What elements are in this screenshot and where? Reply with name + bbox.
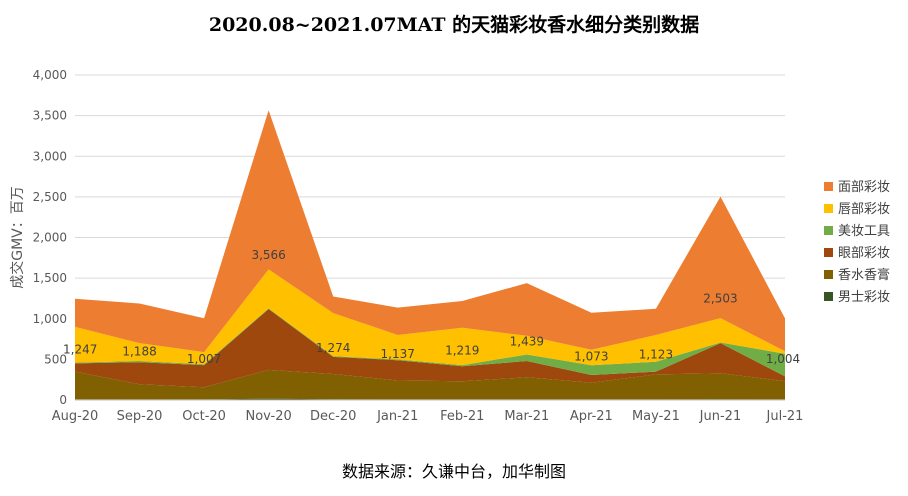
data-label-total: 1,188 (122, 345, 156, 359)
y-tick-label: 1,500 (33, 271, 67, 285)
legend-swatch (824, 182, 833, 191)
x-tick-label: May-21 (632, 409, 680, 424)
data-label-total: 1,274 (316, 341, 350, 355)
x-tick-label: Apr-21 (570, 409, 613, 424)
data-label-total: 1,007 (187, 352, 221, 366)
legend-swatch (824, 226, 833, 235)
x-tick-label: Mar-21 (504, 409, 549, 424)
data-label-total: 1,219 (445, 343, 479, 357)
legend-label: 面部彩妆 (838, 180, 890, 195)
x-tick-label: Aug-20 (52, 409, 99, 424)
y-tick-label: 1,000 (33, 312, 67, 326)
x-tick-label: Jul-21 (766, 409, 804, 424)
legend-label: 香水香膏 (838, 267, 890, 283)
area-series-美妆工具 (75, 308, 785, 377)
data-label-total: 1,123 (639, 347, 673, 361)
legend-swatch (824, 248, 833, 257)
data-label-total: 1,247 (63, 342, 97, 356)
data-label-total: 1,004 (766, 352, 800, 366)
legend-swatch (824, 270, 833, 279)
data-label-total: 1,073 (574, 349, 608, 363)
chart-title: 2020.08~2021.07MAT 的天猫彩妆香水细分类别数据 (208, 14, 700, 36)
y-tick-label: 500 (44, 352, 67, 366)
x-tick-label: Jan-21 (376, 409, 418, 424)
area-series-唇部彩妆 (75, 269, 785, 366)
data-label-total: 1,137 (381, 347, 415, 361)
y-tick-label: 0 (59, 393, 67, 407)
data-label-total: 3,566 (251, 248, 285, 262)
x-tick-label: Nov-20 (246, 409, 292, 424)
y-tick-label: 4,000 (33, 68, 67, 82)
x-tick-label: Sep-20 (117, 409, 163, 424)
data-label-total: 2,503 (703, 291, 737, 305)
area-series-香水香膏 (75, 369, 785, 400)
y-tick-label: 3,500 (33, 109, 67, 123)
legend-swatch (824, 204, 833, 213)
legend-label: 唇部彩妆 (838, 202, 890, 217)
y-tick-label: 3,000 (33, 149, 67, 163)
legend-swatch (824, 292, 833, 301)
y-tick-label: 2,500 (33, 190, 67, 204)
area-series-面部彩妆 (75, 110, 785, 353)
x-tick-label: Oct-20 (182, 409, 226, 424)
x-tick-label: Jun-21 (699, 409, 742, 424)
x-tick-label: Feb-21 (440, 409, 484, 424)
legend-label: 眼部彩妆 (838, 246, 890, 261)
legend-label: 美妆工具 (838, 224, 890, 239)
y-tick-label: 2,000 (33, 231, 67, 245)
data-label-total: 1,439 (510, 335, 544, 349)
legend-label: 男士彩妆 (838, 290, 890, 305)
y-axis-title: 成交GMV：百万 (9, 186, 26, 289)
x-tick-label: Dec-20 (310, 409, 356, 424)
source-note: 数据来源：久谦中台，加华制图 (341, 462, 566, 481)
area-series-眼部彩妆 (75, 309, 785, 388)
